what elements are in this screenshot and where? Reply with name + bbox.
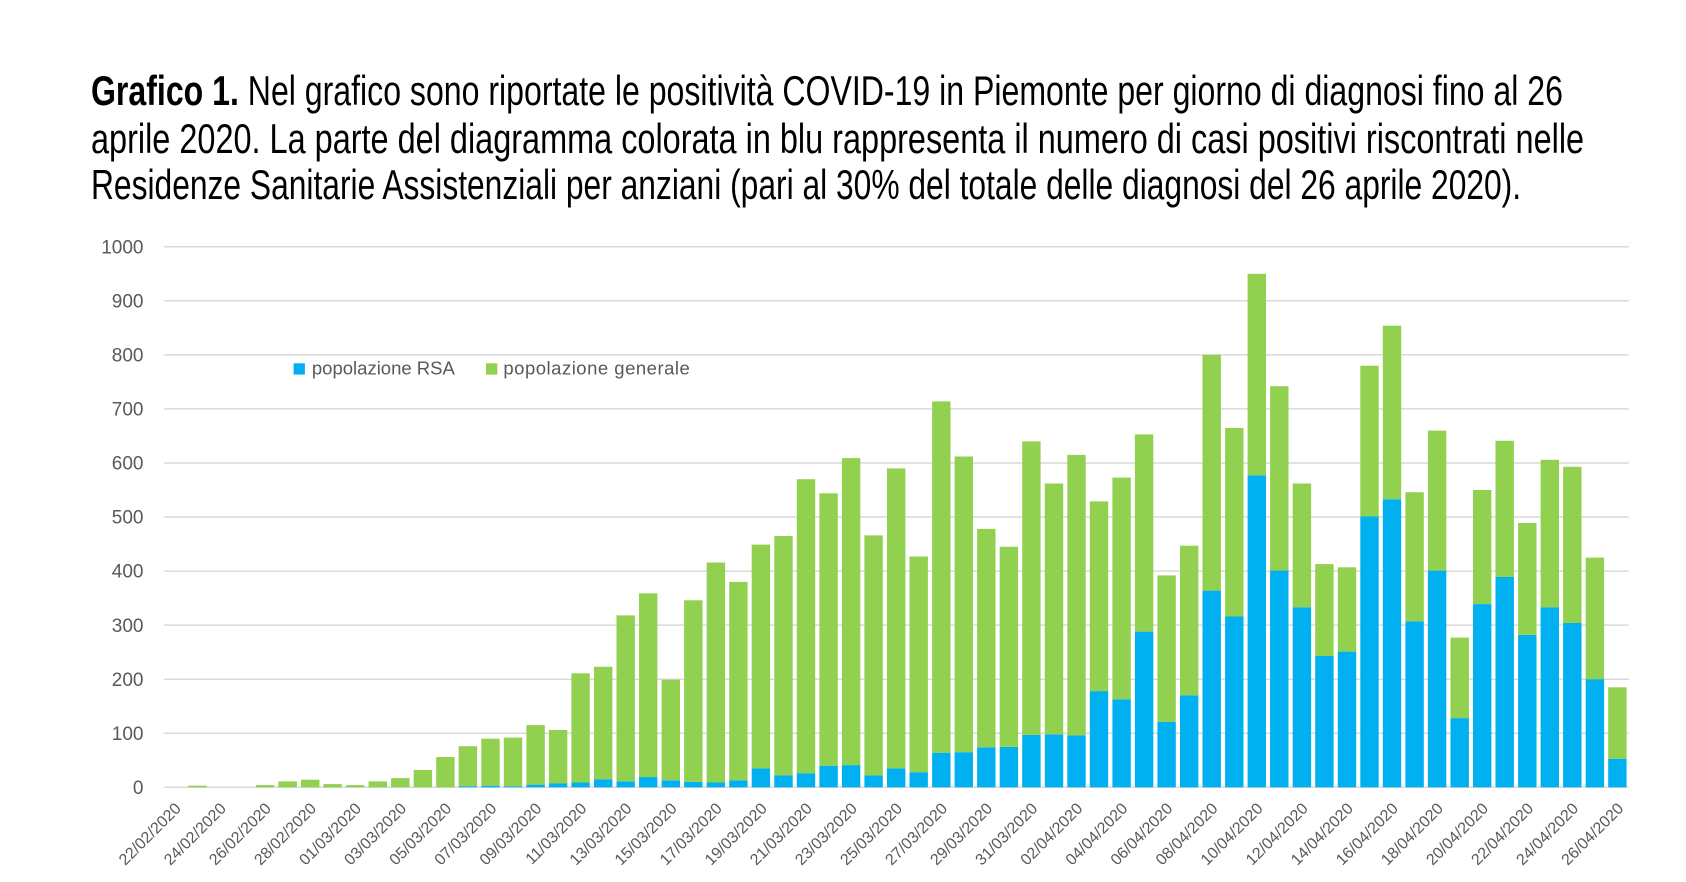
svg-text:400: 400 bbox=[112, 562, 144, 583]
svg-text:popolazione RSA: popolazione RSA bbox=[312, 358, 456, 379]
svg-text:0: 0 bbox=[133, 778, 144, 799]
svg-text:900: 900 bbox=[112, 291, 144, 312]
svg-text:300: 300 bbox=[112, 616, 144, 637]
svg-text:200: 200 bbox=[112, 670, 144, 691]
svg-text:800: 800 bbox=[112, 346, 144, 367]
svg-text:1000: 1000 bbox=[101, 237, 143, 258]
svg-text:popolazione generale: popolazione generale bbox=[503, 358, 690, 379]
svg-text:600: 600 bbox=[112, 454, 144, 475]
svg-text:500: 500 bbox=[112, 508, 144, 529]
svg-text:700: 700 bbox=[112, 400, 144, 421]
svg-text:100: 100 bbox=[112, 724, 144, 745]
